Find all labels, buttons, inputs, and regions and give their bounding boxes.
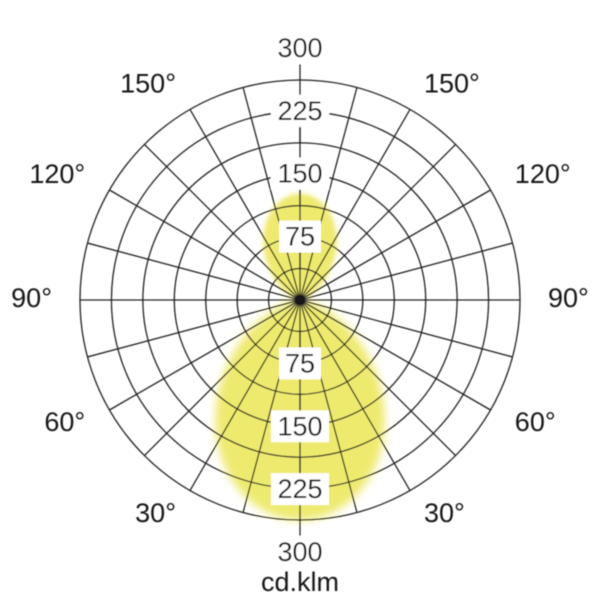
svg-text:75: 75 [285, 348, 315, 378]
svg-text:30°: 30° [424, 498, 465, 528]
svg-text:120°: 120° [515, 159, 571, 189]
svg-text:150: 150 [277, 411, 322, 441]
svg-text:150: 150 [277, 159, 322, 189]
svg-text:225: 225 [277, 474, 322, 504]
svg-text:cd.klm: cd.klm [261, 567, 339, 597]
svg-text:150°: 150° [424, 68, 480, 98]
svg-text:90°: 90° [11, 283, 52, 313]
svg-text:30°: 30° [135, 498, 176, 528]
svg-text:150°: 150° [120, 68, 176, 98]
svg-text:225: 225 [277, 96, 322, 126]
svg-text:60°: 60° [515, 407, 556, 437]
svg-text:90°: 90° [548, 283, 589, 313]
svg-text:60°: 60° [44, 407, 85, 437]
svg-text:300: 300 [277, 33, 322, 63]
svg-text:75: 75 [285, 222, 315, 252]
svg-text:120°: 120° [29, 159, 85, 189]
svg-text:300: 300 [277, 537, 322, 567]
